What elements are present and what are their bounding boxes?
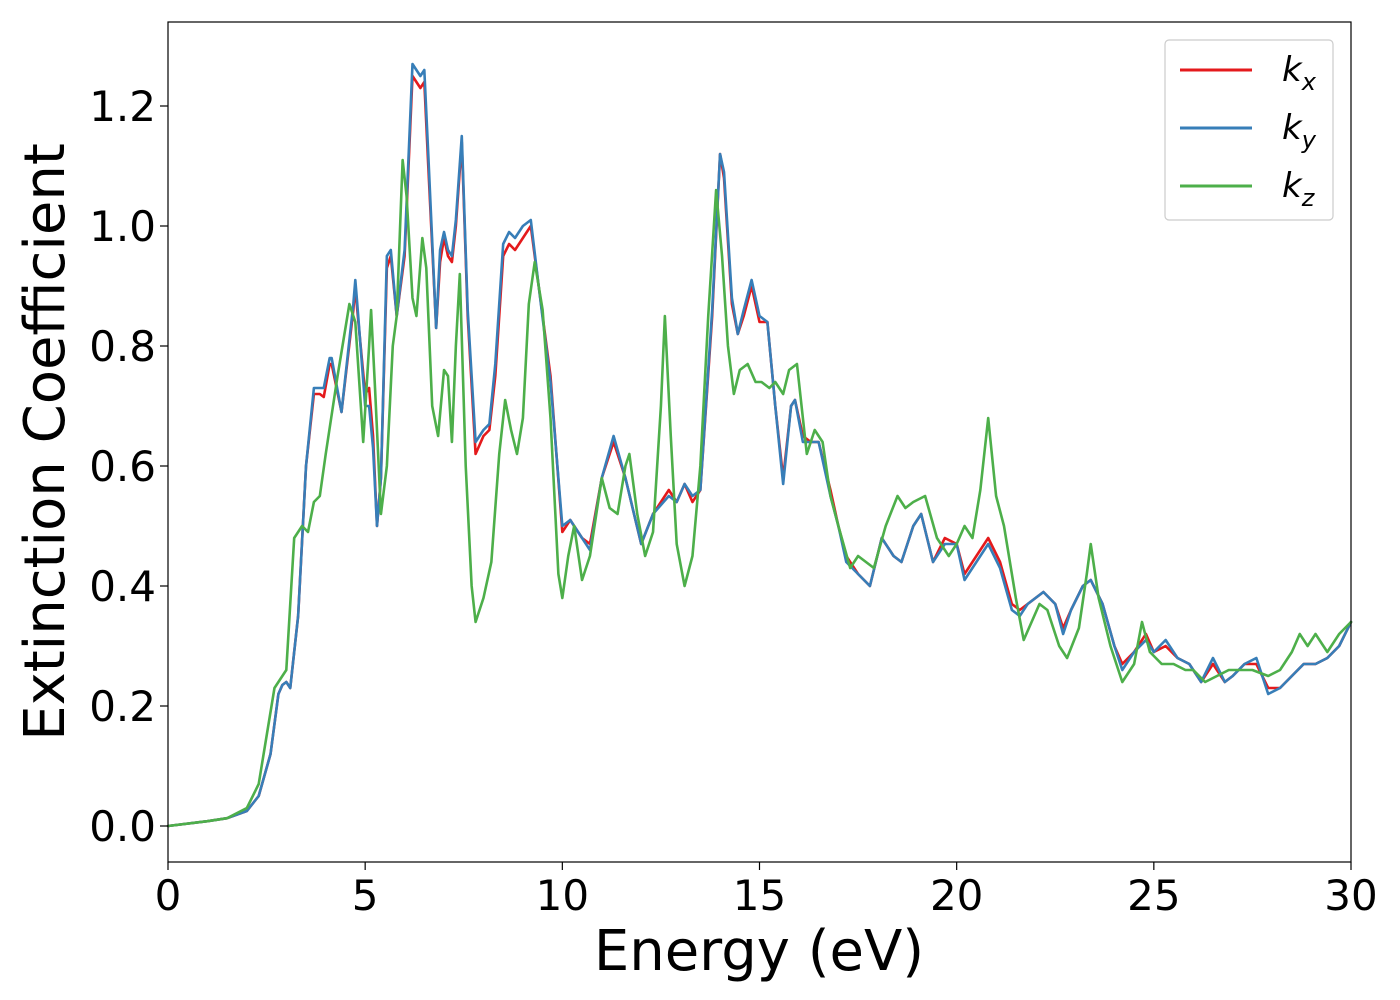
x-tick-label: 20 xyxy=(930,871,983,920)
legend-label-z: kz xyxy=(1282,166,1316,212)
x-axis-ticks: 0 5 10 15 20 25 30 xyxy=(155,862,1378,920)
y-tick-label: 0.0 xyxy=(89,802,156,851)
legend-label-base: k xyxy=(1282,50,1303,90)
legend-box xyxy=(1164,39,1334,221)
series-line-y xyxy=(166,62,1353,828)
legend-label-base: k xyxy=(1282,166,1303,206)
y-axis-ticks: 0.0 0.2 0.4 0.6 0.8 1.0 1.2 xyxy=(89,82,168,851)
x-tick-label: 5 xyxy=(352,871,379,920)
legend-label-x: kx xyxy=(1282,50,1317,96)
x-tick-label: 25 xyxy=(1127,871,1180,920)
legend-label-base: k xyxy=(1282,108,1303,148)
y-axis-title: Extinction Coefficient xyxy=(13,143,78,741)
legend-label-subscript: x xyxy=(1301,68,1317,96)
x-tick-label: 15 xyxy=(733,871,786,920)
y-tick-label: 0.8 xyxy=(89,322,156,371)
x-tick-label: 0 xyxy=(155,871,182,920)
x-tick-label: 10 xyxy=(536,871,589,920)
y-tick-label: 1.0 xyxy=(89,202,156,251)
x-tick-label: 30 xyxy=(1324,871,1377,920)
y-tick-label: 0.6 xyxy=(89,442,156,491)
y-tick-label: 0.2 xyxy=(89,682,156,731)
series-layer xyxy=(166,62,1353,828)
legend-label-subscript: y xyxy=(1301,126,1317,154)
legend-label-subscript: z xyxy=(1301,184,1316,212)
legend-label-y: ky xyxy=(1282,108,1317,154)
x-axis-title: Energy (eV) xyxy=(594,919,924,984)
y-tick-label: 1.2 xyxy=(89,82,156,131)
series-line-z xyxy=(166,158,1353,828)
y-tick-label: 0.4 xyxy=(89,562,156,611)
plot-area xyxy=(168,22,1351,862)
